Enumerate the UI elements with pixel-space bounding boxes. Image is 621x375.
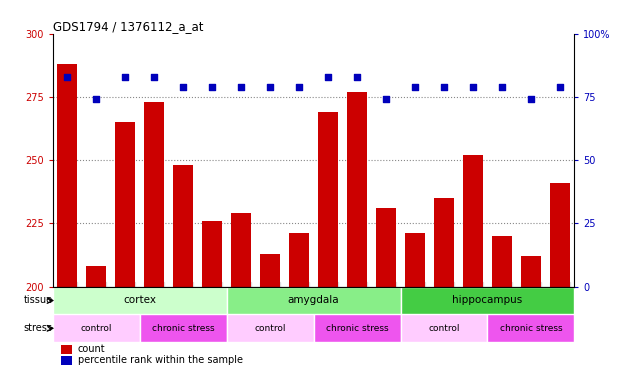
Point: [294, 84, 304, 90]
Bar: [227, 286, 401, 314]
Bar: [521, 256, 541, 286]
Bar: [376, 208, 396, 286]
Point: [207, 84, 217, 90]
Text: amygdala: amygdala: [288, 296, 340, 306]
Point: [62, 74, 72, 80]
Bar: [227, 314, 314, 342]
Bar: [434, 198, 454, 286]
Bar: [550, 183, 570, 286]
Bar: [53, 286, 227, 314]
Text: percentile rank within the sample: percentile rank within the sample: [78, 356, 243, 365]
Point: [236, 84, 246, 90]
Point: [381, 96, 391, 102]
Point: [497, 84, 507, 90]
Bar: [314, 314, 401, 342]
Bar: [492, 236, 512, 286]
Bar: [57, 64, 78, 286]
Bar: [202, 221, 222, 286]
Point: [526, 96, 536, 102]
Text: control: control: [81, 324, 112, 333]
Bar: [260, 254, 280, 286]
Bar: [405, 234, 425, 286]
Bar: [487, 314, 574, 342]
Text: control: control: [428, 324, 460, 333]
Text: stress: stress: [24, 323, 53, 333]
Bar: [173, 165, 193, 286]
Bar: [289, 234, 309, 286]
Bar: [463, 155, 483, 286]
Bar: [115, 122, 135, 286]
Text: cortex: cortex: [123, 296, 156, 306]
Point: [352, 74, 362, 80]
Point: [265, 84, 275, 90]
Text: chronic stress: chronic stress: [500, 324, 562, 333]
Bar: [61, 345, 72, 354]
Point: [439, 84, 449, 90]
Bar: [318, 112, 338, 286]
Bar: [347, 92, 367, 286]
Point: [149, 74, 159, 80]
Point: [178, 84, 188, 90]
Point: [410, 84, 420, 90]
Bar: [231, 213, 252, 286]
Bar: [144, 102, 165, 286]
Bar: [140, 314, 227, 342]
Text: chronic stress: chronic stress: [152, 324, 214, 333]
Point: [555, 84, 565, 90]
Point: [120, 74, 130, 80]
Text: hippocampus: hippocampus: [452, 296, 523, 306]
Text: control: control: [255, 324, 286, 333]
Bar: [86, 266, 106, 286]
Text: count: count: [78, 344, 106, 354]
Point: [468, 84, 478, 90]
Text: GDS1794 / 1376112_a_at: GDS1794 / 1376112_a_at: [53, 20, 203, 33]
Bar: [61, 356, 72, 365]
Bar: [401, 314, 487, 342]
Bar: [53, 314, 140, 342]
Bar: [401, 286, 574, 314]
Text: chronic stress: chronic stress: [326, 324, 388, 333]
Point: [91, 96, 101, 102]
Point: [323, 74, 333, 80]
Text: tissue: tissue: [24, 296, 53, 306]
